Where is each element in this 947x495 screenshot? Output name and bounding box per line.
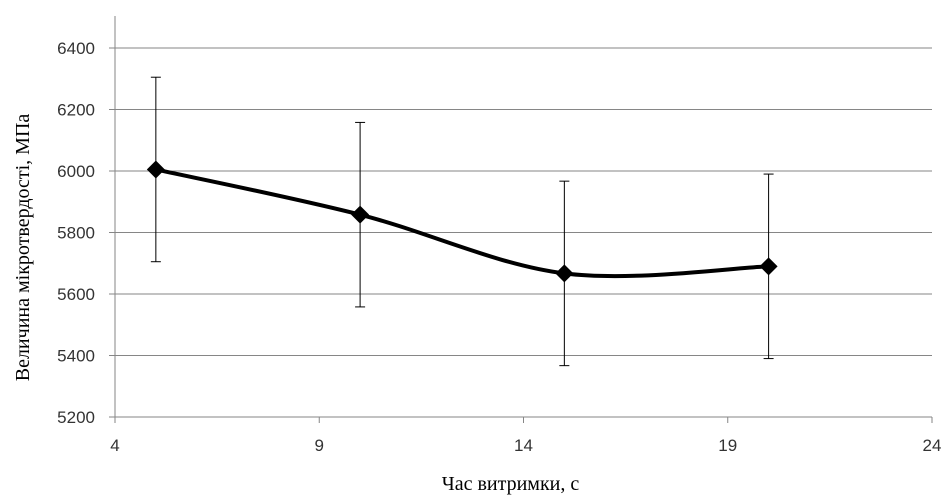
y-tick-label: 5200 xyxy=(57,408,95,427)
error-bars xyxy=(150,76,774,367)
x-tick-label: 24 xyxy=(923,436,942,455)
data-markers xyxy=(146,160,778,283)
series-line xyxy=(153,167,771,279)
x-tick-label: 14 xyxy=(514,436,533,455)
x-tick-label: 4 xyxy=(110,436,119,455)
x-tick-label: 9 xyxy=(315,436,324,455)
data-point-marker xyxy=(146,160,165,179)
data-point-marker xyxy=(351,205,370,224)
y-tick-label: 6000 xyxy=(57,162,95,181)
axes xyxy=(114,16,932,423)
x-axis-title: Час витримки, с xyxy=(442,473,580,495)
y-tick-label: 6400 xyxy=(57,39,95,58)
y-tick-labels: 5200 5400 5600 5800 6000 6200 6400 xyxy=(57,39,115,427)
y-tick-label: 5400 xyxy=(57,347,95,366)
gridlines xyxy=(115,47,932,356)
y-tick-label: 5800 xyxy=(57,224,95,243)
y-tick-label: 6200 xyxy=(57,101,95,120)
y-tick-label: 5600 xyxy=(57,285,95,304)
y-axis-title: Величина мікротвердості, МПа xyxy=(12,114,34,382)
data-point-marker xyxy=(759,257,778,276)
data-point-marker xyxy=(555,264,574,283)
x-tick-labels: 4 9 14 19 24 xyxy=(110,417,941,455)
x-tick-label: 19 xyxy=(718,436,737,455)
